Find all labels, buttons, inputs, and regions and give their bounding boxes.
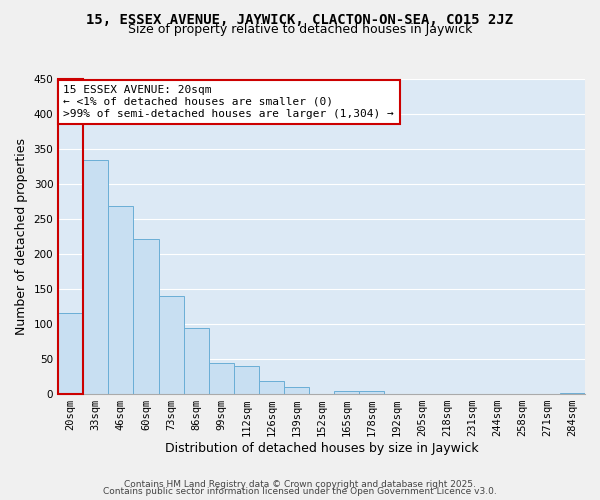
Bar	[284, 387, 309, 394]
Text: Contains public sector information licensed under the Open Government Licence v3: Contains public sector information licen…	[103, 487, 497, 496]
Y-axis label: Number of detached properties: Number of detached properties	[15, 138, 28, 335]
Text: Size of property relative to detached houses in Jaywick: Size of property relative to detached ho…	[128, 22, 472, 36]
Bar	[109, 206, 133, 394]
Bar	[209, 362, 234, 394]
Bar	[133, 238, 158, 394]
Bar	[234, 366, 259, 394]
Bar	[259, 382, 284, 394]
Bar	[58, 79, 83, 394]
Bar	[58, 313, 83, 394]
Bar	[184, 328, 209, 394]
Bar	[83, 160, 109, 394]
Text: 15 ESSEX AVENUE: 20sqm
← <1% of detached houses are smaller (0)
>99% of semi-det: 15 ESSEX AVENUE: 20sqm ← <1% of detached…	[64, 86, 394, 118]
X-axis label: Distribution of detached houses by size in Jaywick: Distribution of detached houses by size …	[165, 442, 478, 455]
Bar	[359, 390, 385, 394]
Bar	[158, 296, 184, 394]
Bar	[334, 390, 359, 394]
Text: Contains HM Land Registry data © Crown copyright and database right 2025.: Contains HM Land Registry data © Crown c…	[124, 480, 476, 489]
Text: 15, ESSEX AVENUE, JAYWICK, CLACTON-ON-SEA, CO15 2JZ: 15, ESSEX AVENUE, JAYWICK, CLACTON-ON-SE…	[86, 12, 514, 26]
